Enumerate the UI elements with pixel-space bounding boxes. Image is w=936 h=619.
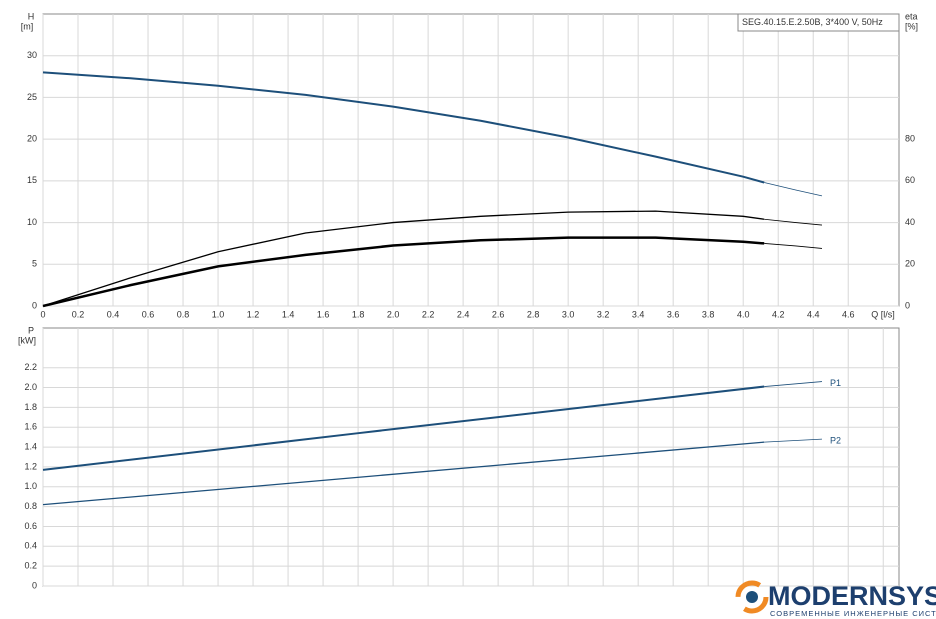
x-tick-label: 3.6 <box>667 309 680 319</box>
y2-tick-label: 20 <box>905 259 915 269</box>
x-tick-label: 4.2 <box>772 309 785 319</box>
y-tick-label: 1.6 <box>24 422 37 432</box>
y-tick-label: 2.2 <box>24 362 37 372</box>
logo-tagline: СОВРЕМЕННЫЕ ИНЖЕНЕРНЫЕ СИСТЕМЫ <box>770 609 936 618</box>
y-tick-label: 30 <box>27 50 37 60</box>
y-axis-label: [m] <box>21 21 34 31</box>
logo-icon <box>735 580 769 614</box>
y2-tick-label: 0 <box>905 300 910 310</box>
logo-name: MODERNSYS <box>768 581 936 611</box>
y-tick-label: 1.2 <box>24 461 37 471</box>
y-axis-label: P <box>28 325 34 335</box>
x-tick-label: 3.2 <box>597 309 610 319</box>
x-tick-label: 2.2 <box>422 309 435 319</box>
curve <box>42 441 765 506</box>
y-tick-label: 1.0 <box>24 481 37 491</box>
curve <box>42 236 765 308</box>
y-tick-label: 1.4 <box>24 441 37 451</box>
x-tick-label: 4.6 <box>842 309 855 319</box>
x-tick-label: 2.4 <box>457 309 470 319</box>
x-tick-label: 1.6 <box>317 309 330 319</box>
x-tick-label: 0.4 <box>107 309 120 319</box>
x-tick-label: 1.0 <box>212 309 225 319</box>
curve <box>764 218 823 226</box>
y-tick-label: 10 <box>27 217 37 227</box>
curve <box>42 385 765 471</box>
series-label: P1 <box>830 378 841 388</box>
y-tick-label: 0 <box>32 300 37 310</box>
x-tick-label: 3.8 <box>702 309 715 319</box>
x-tick-label: 1.2 <box>247 309 260 319</box>
curve <box>764 182 823 197</box>
plot-frame <box>42 13 900 307</box>
x-tick-label: 2.6 <box>492 309 505 319</box>
x-tick-label: 2.0 <box>387 309 400 319</box>
y-tick-label: 0.4 <box>24 541 37 551</box>
x-tick-label: 0.6 <box>142 309 155 319</box>
x-tick-label: 2.8 <box>527 309 540 319</box>
y-tick-label: 15 <box>27 175 37 185</box>
y-axis-label: [kW] <box>18 335 36 345</box>
y-tick-label: 5 <box>32 259 37 269</box>
y-tick-label: 0.8 <box>24 501 37 511</box>
x-tick-label: 1.8 <box>352 309 365 319</box>
logo-icon <box>746 591 758 603</box>
x-tick-label: 0.2 <box>72 309 85 319</box>
y-tick-label: 2.0 <box>24 382 37 392</box>
curve <box>42 71 765 184</box>
annotation-box <box>737 13 900 32</box>
y2-axis-label: eta <box>905 11 918 21</box>
x-tick-label: 0 <box>40 309 45 319</box>
plot-frame <box>42 327 900 587</box>
y2-tick-label: 40 <box>905 217 915 227</box>
y-tick-label: 1.8 <box>24 402 37 412</box>
annotation: SEG.40.15.E.2.50B, 3*400 V, 50Hz <box>742 17 883 27</box>
y-axis-label: H <box>28 11 35 21</box>
y-tick-label: 0.2 <box>24 561 37 571</box>
x-tick-label: 4.4 <box>807 309 820 319</box>
series-label: P2 <box>830 436 841 446</box>
x-tick-label: 3.4 <box>632 309 645 319</box>
y-tick-label: 0.6 <box>24 521 37 531</box>
y-tick-label: 25 <box>27 92 37 102</box>
curve <box>764 438 822 443</box>
y2-tick-label: 80 <box>905 134 915 144</box>
x-tick-label: 3.0 <box>562 309 575 319</box>
y2-axis-label: [%] <box>905 21 918 31</box>
curve <box>764 381 823 387</box>
y2-tick-label: 60 <box>905 175 915 185</box>
curve <box>42 210 765 307</box>
y-tick-label: 0 <box>32 580 37 590</box>
x-tick-label: 1.4 <box>282 309 295 319</box>
x-tick-label: 0.8 <box>177 309 190 319</box>
y-tick-label: 20 <box>27 134 37 144</box>
logo: MODERNSYS СОВРЕМЕННЫЕ ИНЖЕНЕРНЫЕ СИСТЕМЫ <box>735 580 936 618</box>
curve <box>764 243 823 249</box>
x-tick-label: 4.0 <box>737 309 750 319</box>
x-axis-label: Q [l/s] <box>871 309 895 319</box>
